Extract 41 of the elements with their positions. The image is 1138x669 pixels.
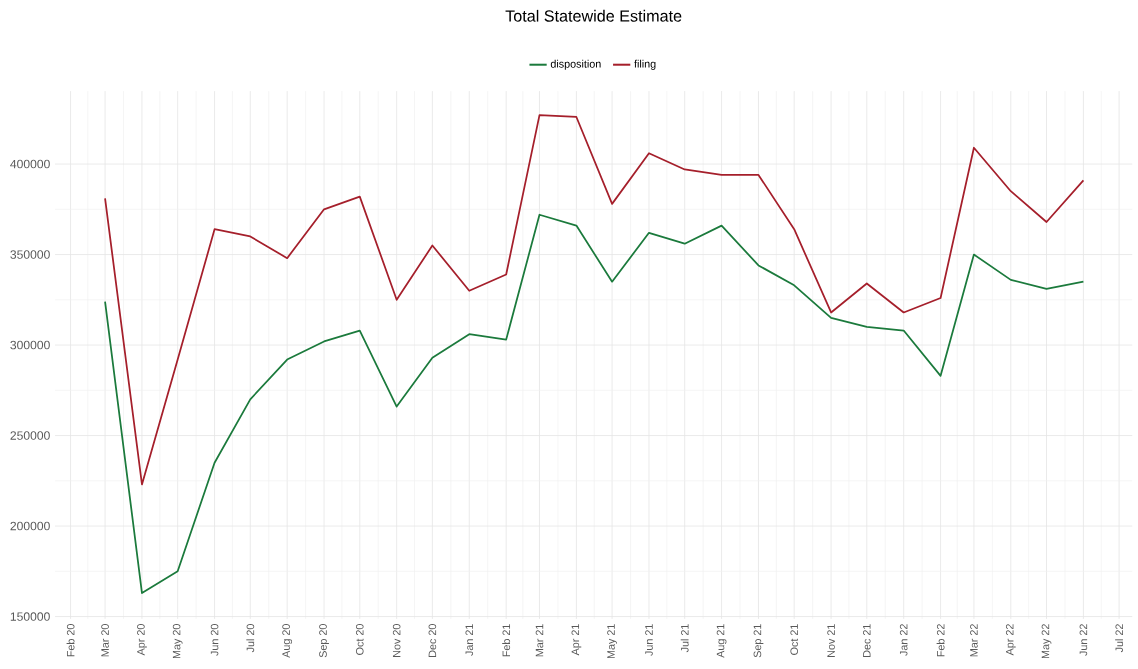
x-tick-label: Jun 22 — [1079, 624, 1088, 656]
x-tick-label: Dec 21 — [862, 624, 871, 657]
x-tick-label: Nov 21 — [827, 624, 835, 657]
x-tick-label: Mar 22 — [970, 624, 978, 657]
x-tick-label: Apr 20 — [137, 624, 147, 656]
x-tick-label: May 20 — [172, 624, 183, 659]
x-tick-label: Jan 21 — [465, 624, 474, 656]
x-tick-label: Jul 22 — [1115, 624, 1124, 653]
x-tick-label: Jul 20 — [246, 624, 255, 653]
x-tick-label: Oct 21 — [790, 624, 798, 655]
x-tick-label: Jun 20 — [210, 624, 219, 656]
chart-title: Total Statewide Estimate — [505, 9, 682, 22]
x-tick-label: Nov 20 — [392, 624, 401, 657]
x-tick-label: Aug 20 — [282, 624, 293, 658]
x-tick-label: Aug 21 — [716, 624, 727, 658]
x-tick-label: Feb 22 — [936, 624, 945, 657]
x-tick-label: Jun 21 — [645, 624, 653, 656]
x-tick-label: Apr 21 — [571, 624, 582, 656]
x-tick-label: Dec 20 — [428, 624, 437, 657]
x-tick-label: Jul 21 — [680, 624, 689, 653]
y-tick-label: 400000 — [10, 159, 50, 169]
y-tick-label: 200000 — [10, 521, 50, 531]
x-tick-label: Sep 20 — [319, 624, 329, 658]
x-tick-label: Oct 20 — [355, 624, 364, 655]
x-tick-label: Apr 22 — [1005, 624, 1016, 656]
x-tick-label: Feb 21 — [502, 624, 511, 657]
x-tick-label: Jan 22 — [899, 624, 908, 656]
line-series — [104, 114, 1085, 486]
legend-label: filing — [634, 59, 656, 70]
x-tick-label: Mar 20 — [101, 624, 109, 657]
x-tick-label: May 22 — [1041, 624, 1052, 659]
y-tick-label: 150000 — [10, 612, 50, 621]
y-tick-label: 300000 — [10, 340, 50, 350]
x-tick-label: Sep 21 — [753, 624, 764, 658]
y-tick-label: 350000 — [10, 250, 50, 259]
x-tick-label: Mar 21 — [535, 624, 544, 657]
y-tick-label: 250000 — [10, 431, 50, 440]
x-tick-label: Feb 20 — [66, 624, 75, 657]
line-series — [104, 213, 1085, 594]
x-tick-label: May 21 — [607, 624, 617, 659]
legend-label: disposition — [550, 59, 601, 70]
